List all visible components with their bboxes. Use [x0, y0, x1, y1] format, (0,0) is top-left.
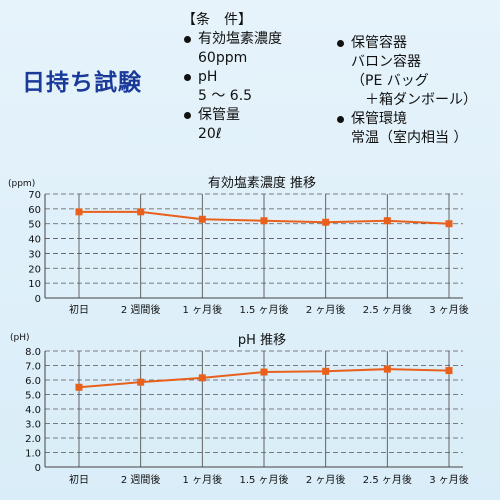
condition-environment-value: 常温（室内相当 ）	[351, 130, 468, 146]
chart-title: 有効塩素濃度 推移	[208, 175, 316, 191]
x-tick-label: 1.5 ヶ月後	[239, 303, 288, 316]
y-tick-label: 7.0	[25, 362, 41, 373]
data-point	[260, 368, 268, 376]
x-tick-label: 1 ヶ月後	[183, 473, 223, 486]
y-unit-label: (ppm)	[8, 179, 35, 189]
y-tick-label: 60	[28, 205, 41, 216]
data-point	[445, 367, 453, 375]
condition-volume-label: 保管量	[182, 106, 282, 125]
x-tick-label: 3 ヶ月後	[429, 303, 469, 316]
data-point	[383, 217, 391, 225]
bullet-icon	[184, 36, 191, 43]
bullet-icon	[184, 112, 191, 119]
y-tick-label: 0	[35, 294, 41, 305]
x-tick-label: 2 ヶ月後	[306, 303, 346, 316]
condition-ph-label: pH	[182, 68, 282, 87]
bullet-icon	[337, 40, 344, 47]
condition-container-value: バロン容器	[351, 54, 421, 70]
data-point	[198, 215, 206, 223]
condition-ph-value: 5 ～ 6.5	[198, 88, 253, 104]
conditions-left: 【条 件】 有効塩素濃度 60ppm pH 5 ～ 6.5 保管量 20ℓ	[182, 11, 282, 144]
conditions-right: 保管容器 バロン容器 （PE バッグ ＋箱ダンボール） 保管環境 常温（室内相当…	[335, 34, 477, 148]
bullet-icon	[337, 116, 344, 123]
x-tick-label: 1 ヶ月後	[183, 303, 223, 316]
y-tick-label: 50	[28, 220, 41, 231]
condition-container-value: ＋箱ダンボール）	[365, 92, 477, 108]
x-tick-label: 2 ヶ月後	[306, 473, 346, 486]
data-point	[137, 208, 145, 216]
y-tick-label: 30	[28, 249, 41, 260]
x-tick-label: 2 週間後	[121, 303, 161, 316]
y-tick-label: 1.0	[25, 449, 41, 460]
condition-container-value: （PE バッグ	[351, 73, 429, 89]
y-tick-label: 2.0	[25, 434, 41, 445]
y-unit-label: (pH)	[10, 333, 30, 343]
condition-environment-label: 保管環境	[335, 110, 477, 129]
x-tick-label: 2.5 ヶ月後	[363, 473, 412, 486]
y-tick-label: 10	[28, 279, 41, 290]
data-point	[322, 367, 330, 375]
page-title: 日持ち試験	[22, 70, 142, 96]
chart-title: pH 推移	[238, 333, 286, 348]
x-tick-label: 初日	[69, 303, 89, 316]
y-tick-label: 6.0	[25, 376, 41, 387]
data-point	[260, 217, 268, 225]
bullet-icon	[184, 74, 191, 81]
y-tick-label: 5.0	[25, 391, 41, 402]
x-tick-label: 初日	[69, 473, 89, 486]
y-tick-label: 0	[35, 463, 41, 474]
data-point	[383, 365, 391, 373]
condition-volume-value: 20ℓ	[198, 126, 222, 142]
condition-chlorine-value: 60ppm	[198, 50, 248, 66]
y-tick-label: 8.0	[25, 347, 41, 358]
data-point	[322, 218, 330, 226]
condition-chlorine-label: 有効塩素濃度	[182, 30, 282, 49]
y-tick-label: 4.0	[25, 405, 41, 416]
conditions-heading: 【条 件】	[182, 12, 252, 28]
x-tick-label: 2 週間後	[121, 473, 161, 486]
y-tick-label: 40	[28, 235, 41, 246]
y-tick-label: 20	[28, 264, 41, 275]
condition-container-label: 保管容器	[335, 34, 477, 53]
y-tick-label: 3.0	[25, 420, 41, 431]
data-point	[445, 220, 453, 228]
x-tick-label: 2.5 ヶ月後	[363, 303, 412, 316]
x-tick-label: 3 ヶ月後	[429, 473, 469, 486]
data-point	[198, 374, 206, 382]
y-tick-label: 70	[28, 190, 41, 201]
data-point	[137, 378, 145, 386]
data-point	[75, 383, 83, 391]
data-point	[75, 208, 83, 216]
x-tick-label: 1.5 ヶ月後	[239, 473, 288, 486]
